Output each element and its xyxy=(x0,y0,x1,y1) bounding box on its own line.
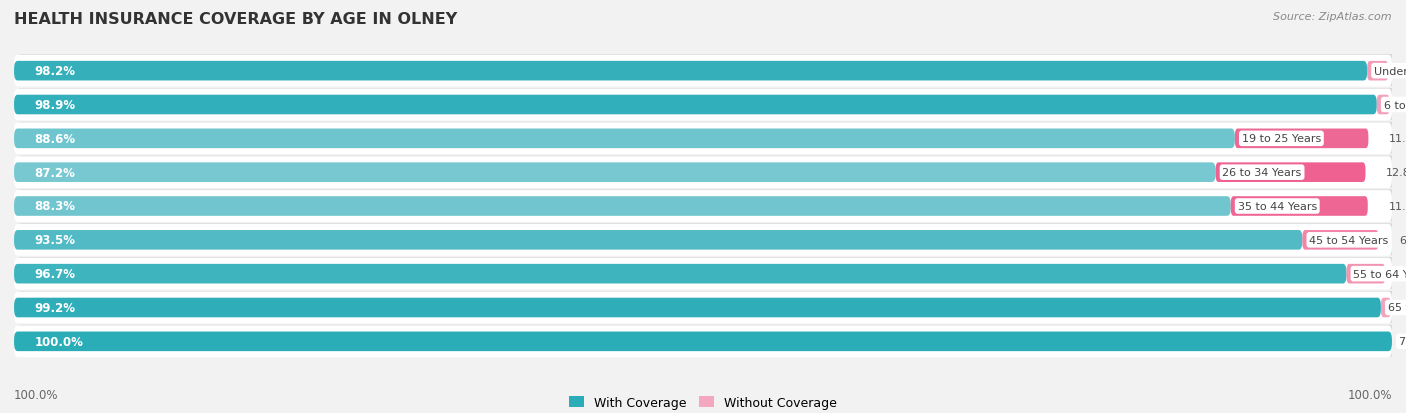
Text: Source: ZipAtlas.com: Source: ZipAtlas.com xyxy=(1274,12,1392,22)
FancyBboxPatch shape xyxy=(1216,163,1365,183)
FancyBboxPatch shape xyxy=(1367,62,1388,81)
Text: 11.7%: 11.7% xyxy=(1389,202,1406,211)
Text: 65 to 74 Years: 65 to 74 Years xyxy=(1388,303,1406,313)
Text: 45 to 54 Years: 45 to 54 Years xyxy=(1309,235,1389,245)
FancyBboxPatch shape xyxy=(14,62,1367,81)
Text: 96.7%: 96.7% xyxy=(35,268,76,280)
Text: 6.5%: 6.5% xyxy=(1399,235,1406,245)
FancyBboxPatch shape xyxy=(14,258,1392,290)
Text: 93.5%: 93.5% xyxy=(35,234,76,247)
FancyBboxPatch shape xyxy=(14,163,1216,183)
FancyBboxPatch shape xyxy=(14,89,1392,121)
FancyBboxPatch shape xyxy=(17,291,1395,323)
FancyBboxPatch shape xyxy=(14,95,1376,115)
FancyBboxPatch shape xyxy=(17,224,1395,255)
FancyBboxPatch shape xyxy=(14,332,1392,351)
Text: 100.0%: 100.0% xyxy=(35,335,83,348)
FancyBboxPatch shape xyxy=(14,264,1347,284)
Text: 100.0%: 100.0% xyxy=(1347,388,1392,401)
FancyBboxPatch shape xyxy=(1376,95,1389,115)
Text: 75 Years and older: 75 Years and older xyxy=(1399,337,1406,347)
FancyBboxPatch shape xyxy=(14,292,1392,324)
Text: 19 to 25 Years: 19 to 25 Years xyxy=(1241,134,1322,144)
FancyBboxPatch shape xyxy=(14,197,1230,216)
Text: 6 to 18 Years: 6 to 18 Years xyxy=(1384,100,1406,110)
FancyBboxPatch shape xyxy=(1381,298,1391,318)
FancyBboxPatch shape xyxy=(17,257,1395,289)
Text: 11.4%: 11.4% xyxy=(1389,134,1406,144)
Text: 35 to 44 Years: 35 to 44 Years xyxy=(1237,202,1317,211)
FancyBboxPatch shape xyxy=(17,123,1395,154)
FancyBboxPatch shape xyxy=(14,129,1234,149)
Text: 26 to 34 Years: 26 to 34 Years xyxy=(1222,168,1302,178)
FancyBboxPatch shape xyxy=(14,56,1392,88)
FancyBboxPatch shape xyxy=(1234,129,1368,149)
Legend: With Coverage, Without Coverage: With Coverage, Without Coverage xyxy=(564,391,842,413)
FancyBboxPatch shape xyxy=(14,191,1392,222)
Text: 87.2%: 87.2% xyxy=(35,166,76,179)
Text: 12.8%: 12.8% xyxy=(1386,168,1406,178)
FancyBboxPatch shape xyxy=(14,157,1392,189)
FancyBboxPatch shape xyxy=(1347,264,1385,284)
Text: Under 6 Years: Under 6 Years xyxy=(1374,66,1406,76)
FancyBboxPatch shape xyxy=(14,325,1392,357)
Text: 98.9%: 98.9% xyxy=(35,99,76,112)
Text: HEALTH INSURANCE COVERAGE BY AGE IN OLNEY: HEALTH INSURANCE COVERAGE BY AGE IN OLNE… xyxy=(14,12,457,27)
FancyBboxPatch shape xyxy=(17,55,1395,87)
FancyBboxPatch shape xyxy=(1302,230,1378,250)
Text: 55 to 64 Years: 55 to 64 Years xyxy=(1354,269,1406,279)
FancyBboxPatch shape xyxy=(14,298,1381,318)
Text: 100.0%: 100.0% xyxy=(14,388,59,401)
FancyBboxPatch shape xyxy=(17,325,1395,357)
FancyBboxPatch shape xyxy=(17,156,1395,188)
FancyBboxPatch shape xyxy=(1230,197,1368,216)
Text: 99.2%: 99.2% xyxy=(35,301,76,314)
Text: 98.2%: 98.2% xyxy=(35,65,76,78)
FancyBboxPatch shape xyxy=(14,230,1302,250)
FancyBboxPatch shape xyxy=(14,224,1392,256)
FancyBboxPatch shape xyxy=(17,89,1395,121)
Text: 88.3%: 88.3% xyxy=(35,200,76,213)
FancyBboxPatch shape xyxy=(17,190,1395,222)
Text: 88.6%: 88.6% xyxy=(35,133,76,145)
FancyBboxPatch shape xyxy=(14,123,1392,155)
